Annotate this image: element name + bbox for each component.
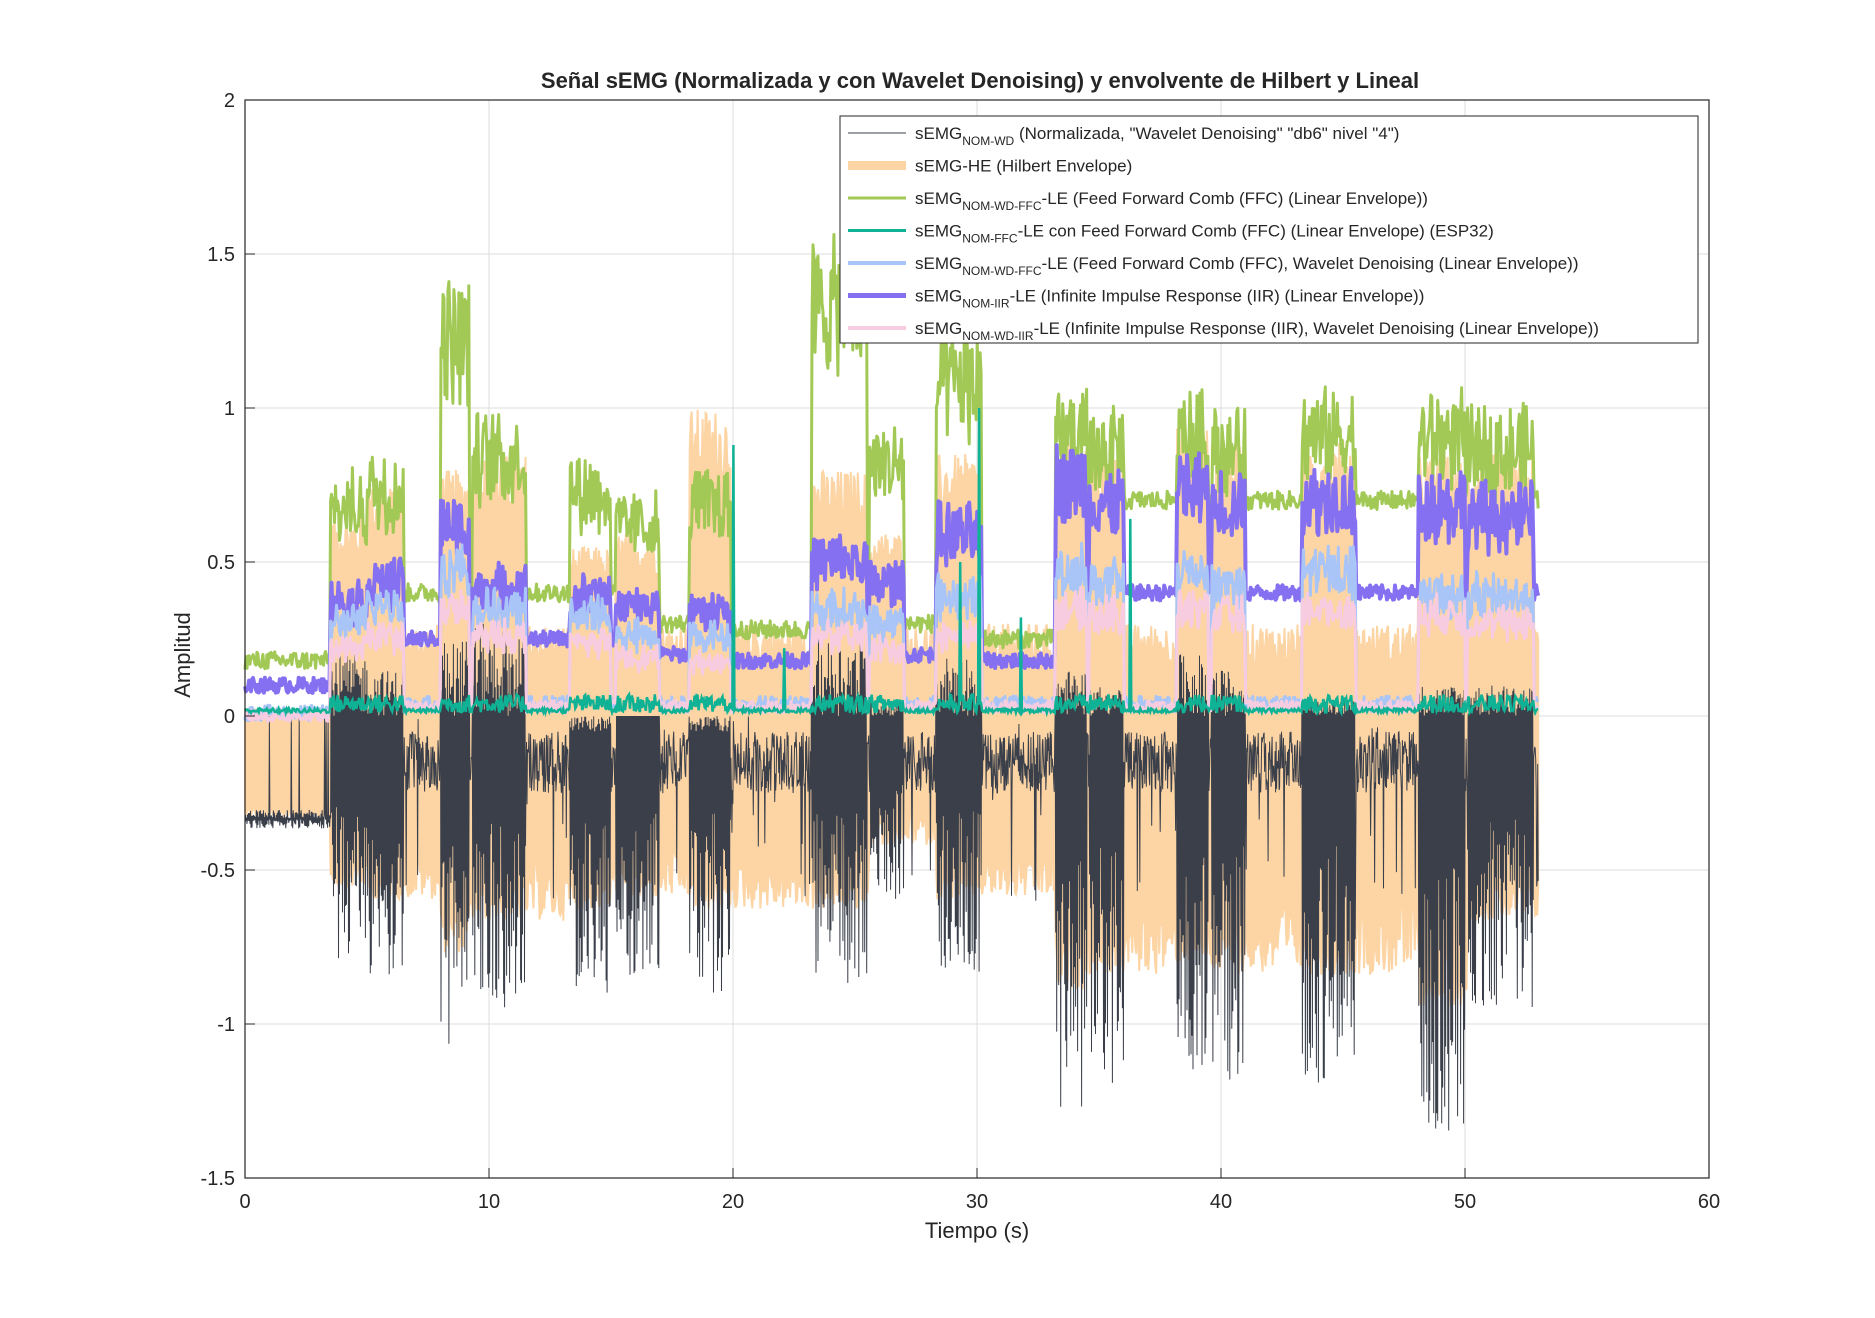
series-nom-iir-le	[243, 443, 1541, 695]
legend-entry: sEMG-HE (Hilbert Envelope)	[915, 157, 1132, 176]
x-tick-label: 50	[1454, 1191, 1476, 1213]
y-tick-label: 2	[224, 90, 235, 112]
y-tick-label: 1	[224, 398, 235, 420]
series-nom-ffc-le-esp32	[243, 407, 1539, 718]
legend-entry: sEMGNOM-WD-IIR-LE (Infinite Impulse Resp…	[915, 319, 1599, 343]
y-tick-label: 1.5	[207, 244, 235, 266]
series-nom-wd-iir-le	[244, 585, 1540, 724]
chart-title: Señal sEMG (Normalizada y con Wavelet De…	[541, 68, 1419, 93]
y-tick-label: 0	[224, 706, 235, 728]
series-layer	[243, 233, 1541, 1131]
x-axis-label: Tiempo (s)	[925, 1218, 1029, 1243]
y-tick-label: 0.5	[207, 552, 235, 574]
x-tick-label: 10	[478, 1191, 500, 1213]
x-tick-label: 0	[239, 1191, 250, 1213]
legend-entry: sEMGNOM-IIR-LE (Infinite Impulse Respons…	[915, 287, 1424, 311]
legend-entry: sEMGNOM-FFC-LE con Feed Forward Comb (FF…	[915, 222, 1494, 246]
series-nom-wd-ffc-le	[243, 233, 1540, 671]
tick-labels: 0 10 20 30 40 50 60 -1.5 -1 -0.5 0 0.5 1 1.5 2	[201, 90, 1721, 1213]
series-semg-nom-wd	[244, 623, 1539, 1131]
legend-entry: sEMGNOM-WD-FFC-LE (Feed Forward Comb (FF…	[915, 189, 1428, 213]
legend[interactable]: sEMGNOM-WD (Normalizada, "Wavelet Denois…	[839, 115, 1699, 344]
y-tick-label: -1.5	[201, 1168, 235, 1190]
legend-entry: sEMGNOM-WD (Normalizada, "Wavelet Denois…	[915, 124, 1399, 148]
legend-box	[839, 115, 1699, 344]
series-nom-wd-ffc-le-wavelet	[243, 541, 1540, 723]
x-tick-label: 20	[722, 1191, 744, 1213]
y-tick-label: -0.5	[201, 860, 235, 882]
x-tick-label: 60	[1698, 1191, 1720, 1213]
y-tick-label: -1	[217, 1014, 235, 1036]
x-tick-label: 30	[966, 1191, 988, 1213]
x-tick-label: 40	[1210, 1191, 1232, 1213]
legend-entry: sEMGNOM-WD-FFC-LE (Feed Forward Comb (FF…	[915, 254, 1579, 278]
y-axis-label: Amplitud	[170, 612, 195, 698]
